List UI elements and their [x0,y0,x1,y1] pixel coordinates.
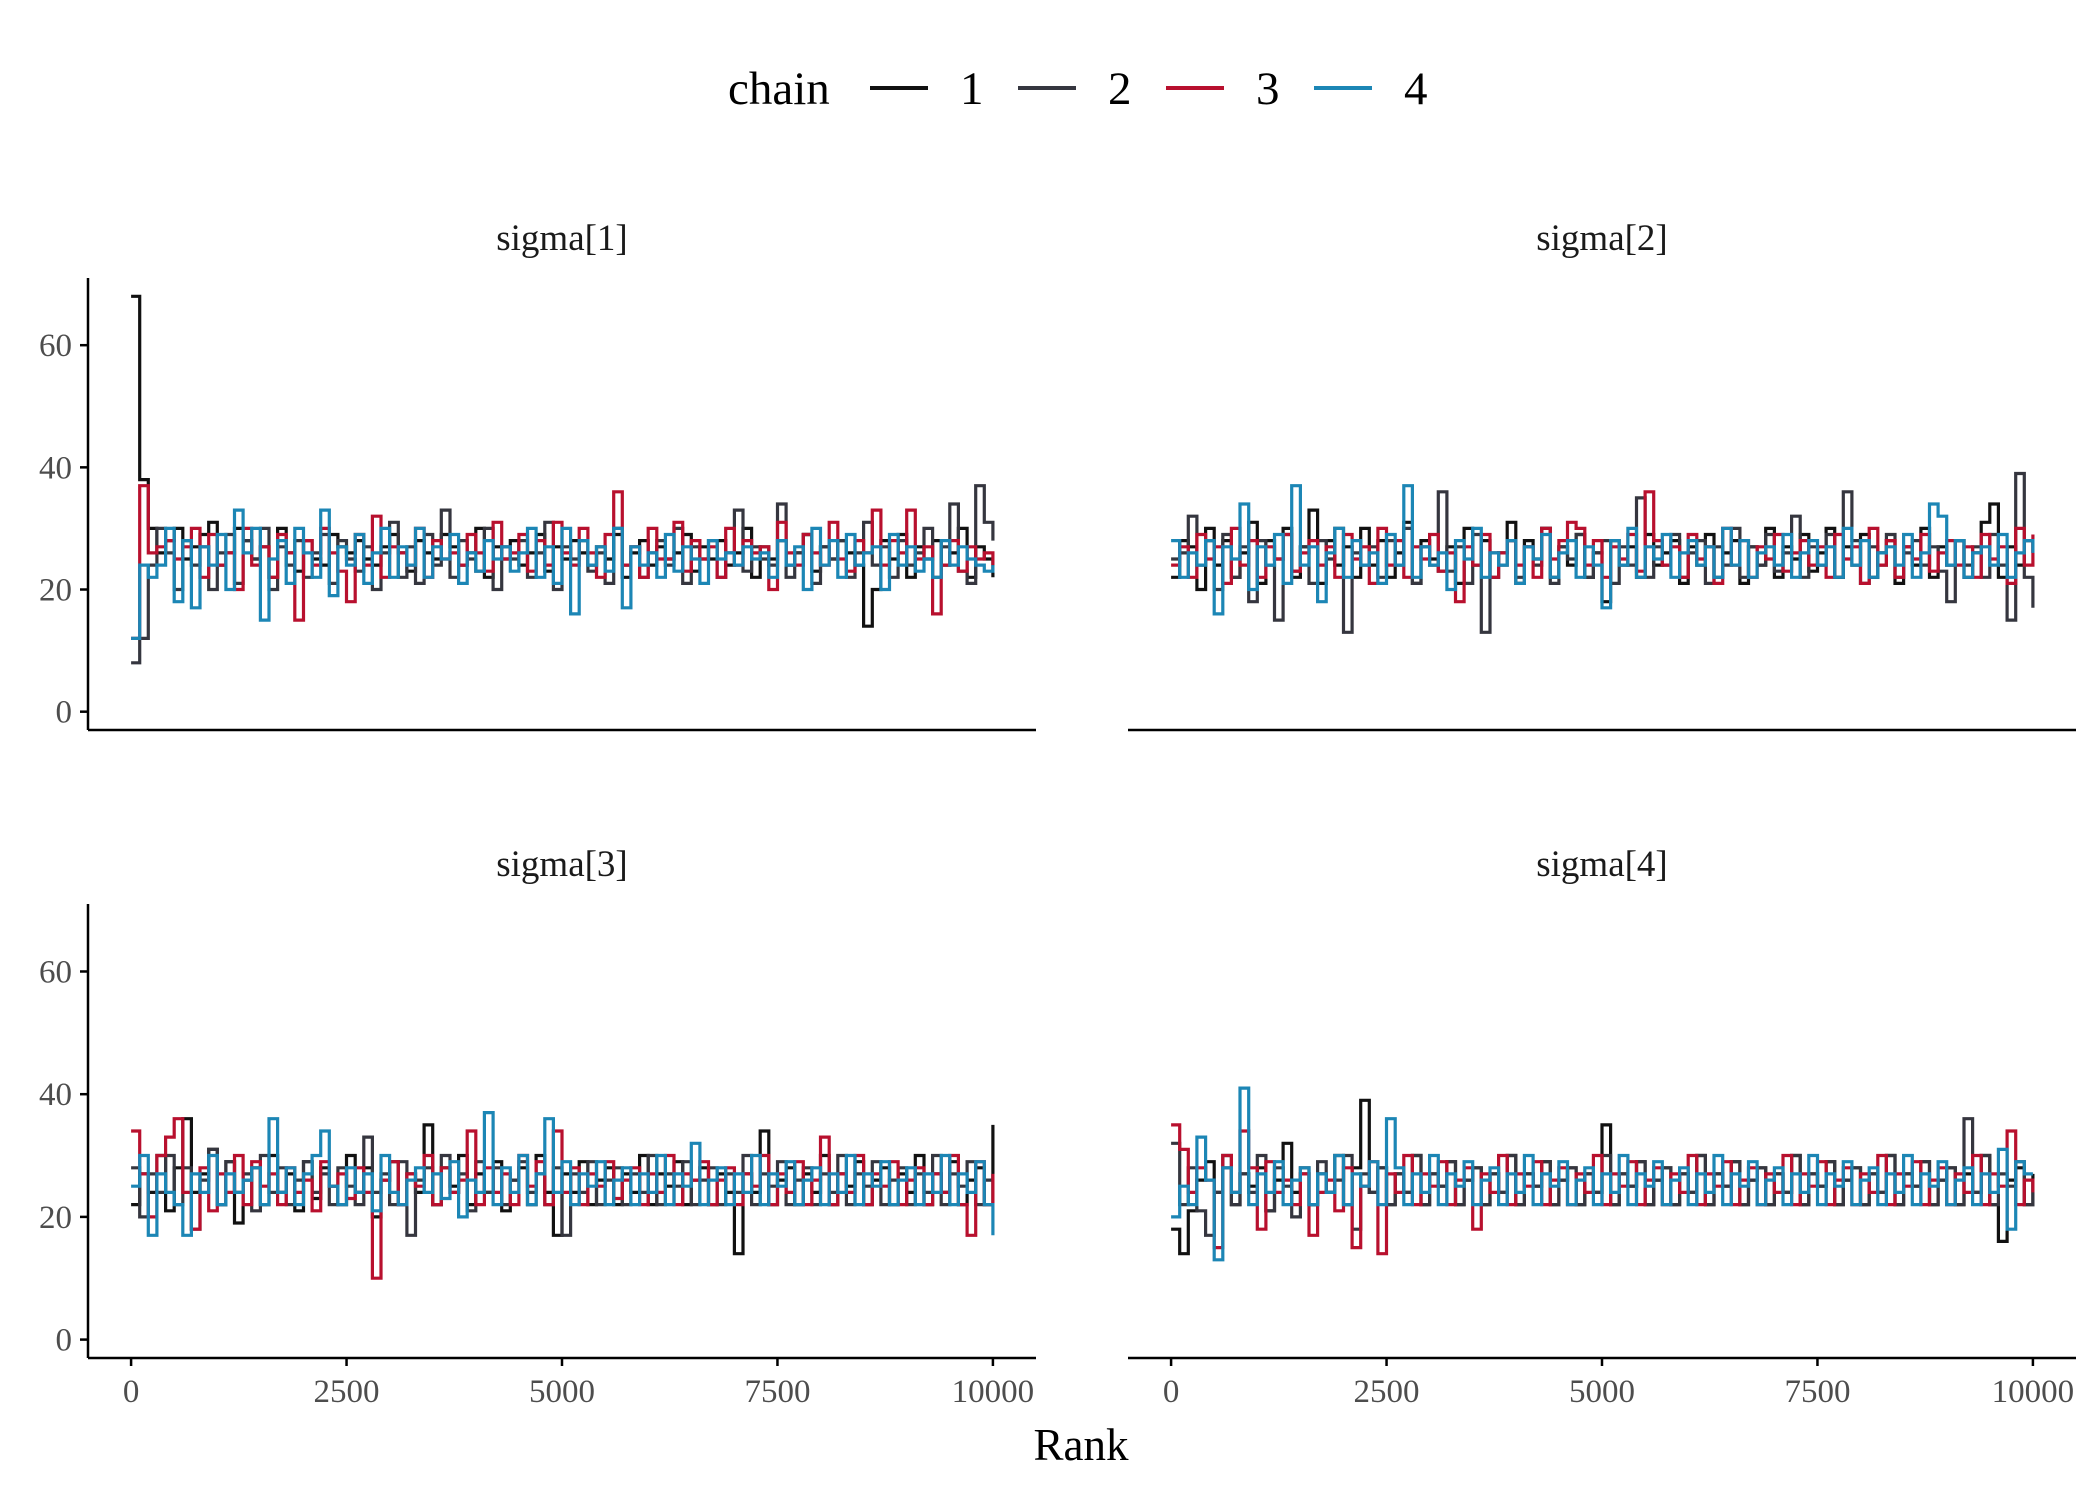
panel-4-x-tick-label-7500: 7500 [1784,1374,1850,1410]
legend-item-chain-3: 3 [1166,63,1280,115]
panel-1-series [131,294,995,665]
panel-3: sigma[3] 0 20 40 60 0 2500 5000 7500 10000 [39,844,1036,1410]
panel-4-series [1171,1086,2035,1262]
panel-4-x-tick-label-0: 0 [1163,1374,1180,1410]
legend-label-chain-1: 1 [960,63,984,115]
panel-4-title: sigma[4] [1536,844,1668,885]
panel-3-x-tick-label-5000: 5000 [529,1374,595,1410]
panel-3-x-tick-label-0: 0 [123,1374,140,1410]
panel-3-series [131,1111,995,1280]
panel-3-y-tick-label-60: 60 [39,954,72,990]
panel-2-title: sigma[2] [1536,218,1668,259]
panel-3-series-chain-4 [131,1111,995,1237]
legend-label-chain-3: 3 [1256,63,1280,115]
legend: chain 1 2 3 4 [728,63,1428,115]
panel-3-y-tick-label-40: 40 [39,1077,72,1113]
legend-title: chain [728,63,830,115]
panel-3-y-tick-label-20: 20 [39,1200,72,1236]
panel-2-series-chain-4 [1171,484,2035,616]
panel-3-x-tick-label-7500: 7500 [744,1374,810,1410]
panel-3-y-tick-label-0: 0 [56,1323,73,1359]
panel-1-title: sigma[1] [496,218,628,259]
panel-1-y-tick-label-40: 40 [39,450,72,486]
panel-1-series-chain-4 [131,508,995,640]
facet-panels: sigma[1] 0 20 40 60 sigma[2] sigma[3] 0 20 40 60 0 2… [39,218,2076,1410]
panel-3-x-tick-label-10000: 10000 [952,1374,1035,1410]
panel-3-title: sigma[3] [496,844,628,885]
panel-3-x-tick-label-2500: 2500 [314,1374,380,1410]
legend-item-chain-4: 4 [1314,63,1428,115]
panel-1-y-tick-label-20: 20 [39,573,72,609]
panel-1-y-tick-label-60: 60 [39,328,72,364]
panel-4-series-chain-4 [1171,1086,2033,1262]
panel-4-x-tick-label-5000: 5000 [1569,1374,1635,1410]
panel-4: sigma[4] 0 2500 5000 7500 10000 [1128,844,2076,1410]
panel-4-x-tick-label-10000: 10000 [1992,1374,2075,1410]
legend-item-chain-1: 1 [870,63,984,115]
panel-4-x-tick-label-2500: 2500 [1354,1374,1420,1410]
panel-1-y-tick-label-0: 0 [56,695,73,731]
legend-label-chain-4: 4 [1404,63,1428,115]
panel-1: sigma[1] 0 20 40 60 [39,218,1036,732]
panel-2-series [1171,471,2035,634]
legend-label-chain-2: 2 [1108,63,1132,115]
panel-2: sigma[2] [1128,218,2076,732]
x-axis-title: Rank [1034,1420,1129,1470]
legend-item-chain-2: 2 [1018,63,1132,115]
